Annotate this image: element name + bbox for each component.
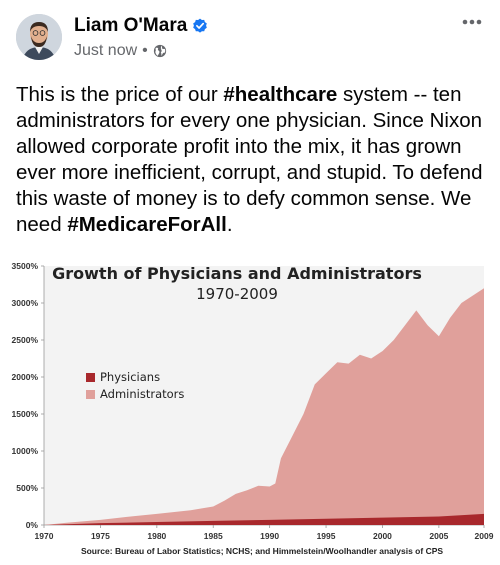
y-tick-label: 500% xyxy=(16,483,38,493)
x-tick-label: 2005 xyxy=(429,531,448,541)
y-tick-label: 1500% xyxy=(12,409,39,419)
legend-label: Administrators xyxy=(100,387,184,401)
meta-separator: • xyxy=(142,42,148,59)
chart-legend: Physicians Administrators xyxy=(86,370,184,401)
author-name[interactable]: Liam O'Mara xyxy=(74,15,188,36)
series-area-physicians xyxy=(44,513,484,525)
y-axis: 0% 500% 1000% 1500% 2000% 2500% 3000% 3500% xyxy=(12,261,45,530)
hashtag-link[interactable]: #MedicareForAll xyxy=(67,213,227,236)
post-text-segment: system -- ten administrators for every o… xyxy=(16,83,483,236)
x-tick-label: 2000 xyxy=(373,531,392,541)
series-areas xyxy=(44,288,484,525)
post-text-segment: This is the price of our xyxy=(16,83,224,106)
chart-title: Growth of Physicians and Administrators xyxy=(52,264,422,283)
x-tick-label: 2009 xyxy=(475,531,494,541)
legend-swatch-physicians xyxy=(86,373,95,382)
x-tick-label: 1995 xyxy=(317,531,336,541)
y-tick-label: 1000% xyxy=(12,446,39,456)
avatar-image xyxy=(16,14,62,60)
y-tick-label: 3500% xyxy=(12,261,39,271)
y-tick-label: 3000% xyxy=(12,298,39,308)
y-tick-label: 0% xyxy=(26,520,39,530)
legend-label: Physicians xyxy=(100,370,160,384)
post-timestamp[interactable]: Just now xyxy=(74,42,138,59)
avatar[interactable] xyxy=(16,14,62,60)
chart-source: Source: Bureau of Labor Statistics; NCHS… xyxy=(81,546,443,556)
more-options-icon[interactable] xyxy=(458,12,486,32)
chart-svg: 0% 500% 1000% 1500% 2000% 2500% 3000% 3500% 197… xyxy=(0,256,500,565)
chart-subtitle: 1970-2009 xyxy=(196,285,278,303)
x-tick-label: 1975 xyxy=(91,531,110,541)
x-tick-label: 1970 xyxy=(35,531,54,541)
x-tick-label: 1980 xyxy=(147,531,166,541)
globe-icon[interactable] xyxy=(153,44,167,58)
post-body-text: This is the price of our #healthcare sys… xyxy=(16,82,490,238)
y-tick-label: 2000% xyxy=(12,372,39,382)
post-meta: Just now • xyxy=(74,42,167,60)
post-header: Liam O'Mara Just now • xyxy=(0,0,500,70)
series-area-administrators xyxy=(44,288,484,525)
hashtag-link[interactable]: #healthcare xyxy=(223,83,338,106)
x-tick-label: 1990 xyxy=(260,531,279,541)
post-text-segment: . xyxy=(226,213,233,236)
verified-badge-icon xyxy=(193,18,208,33)
y-tick-label: 2500% xyxy=(12,335,39,345)
legend-swatch-administrators xyxy=(86,390,95,399)
author-row: Liam O'Mara xyxy=(74,14,208,38)
chart-image: 0% 500% 1000% 1500% 2000% 2500% 3000% 3500% 197… xyxy=(0,256,500,565)
x-tick-label: 1985 xyxy=(204,531,223,541)
